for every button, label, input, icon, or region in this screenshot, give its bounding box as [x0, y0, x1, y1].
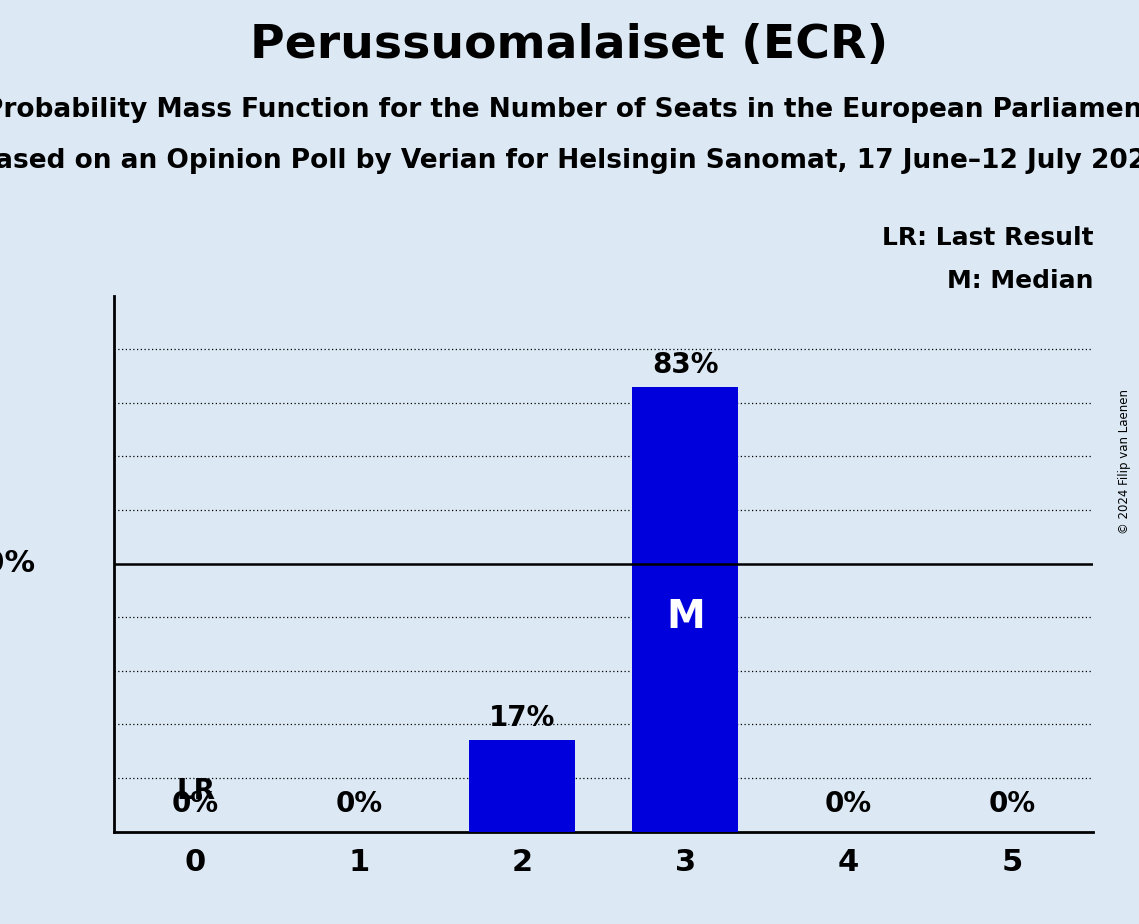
- Bar: [469, 740, 575, 832]
- Text: 0%: 0%: [989, 790, 1035, 819]
- Text: LR: Last Result: LR: Last Result: [882, 226, 1093, 250]
- Text: Perussuomalaiset (ECR): Perussuomalaiset (ECR): [251, 23, 888, 68]
- Text: 0%: 0%: [172, 790, 219, 819]
- Text: 0%: 0%: [335, 790, 383, 819]
- Text: 50%: 50%: [0, 549, 35, 578]
- Text: 83%: 83%: [652, 351, 719, 379]
- Text: Based on an Opinion Poll by Verian for Helsingin Sanomat, 17 June–12 July 2024: Based on an Opinion Poll by Verian for H…: [0, 148, 1139, 174]
- Text: LR: LR: [177, 777, 215, 805]
- Text: 17%: 17%: [489, 704, 555, 733]
- Text: Probability Mass Function for the Number of Seats in the European Parliament: Probability Mass Function for the Number…: [0, 97, 1139, 123]
- Text: 0%: 0%: [825, 790, 872, 819]
- Text: M: M: [666, 598, 705, 637]
- Bar: [632, 387, 738, 832]
- Text: M: Median: M: Median: [947, 269, 1093, 293]
- Text: © 2024 Filip van Laenen: © 2024 Filip van Laenen: [1118, 390, 1131, 534]
